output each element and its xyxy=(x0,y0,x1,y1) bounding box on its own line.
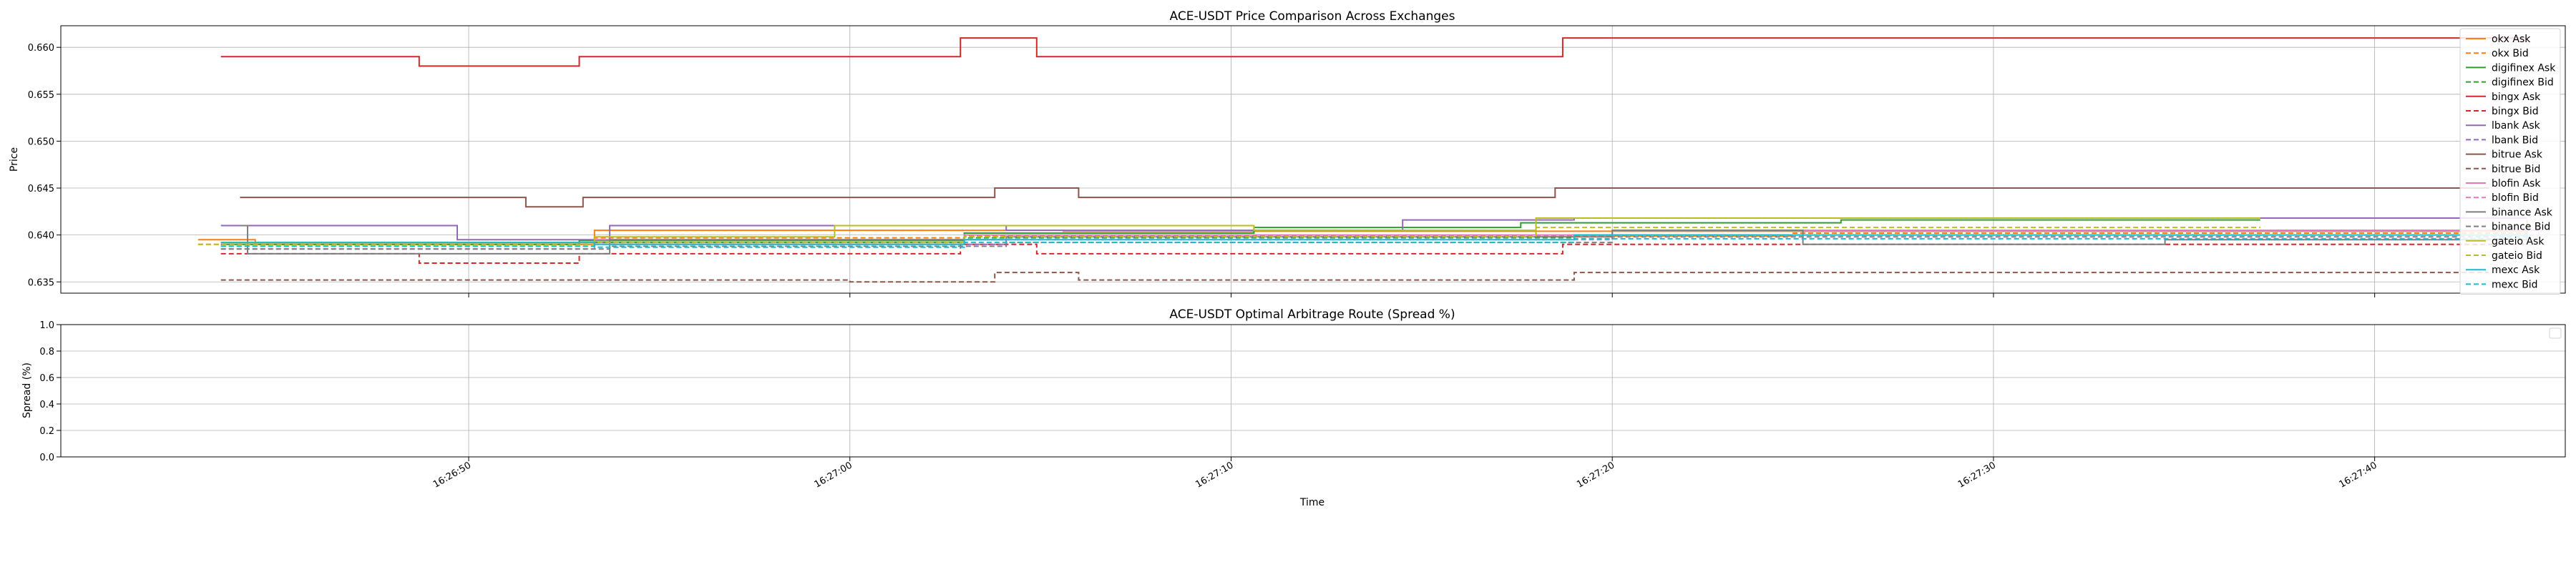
series-line xyxy=(220,219,2260,245)
legend-label: gateio Bid xyxy=(2492,250,2542,262)
legend-label: bitrue Ask xyxy=(2492,149,2543,161)
legend-label: mexc Ask xyxy=(2492,265,2540,276)
price-chart-frame xyxy=(60,25,2566,294)
legend-label: bitrue Bid xyxy=(2492,164,2540,175)
series-line xyxy=(220,217,2527,241)
y-tick-label: 0.0 xyxy=(39,453,54,463)
spread-chart-x-axis-label: Time xyxy=(1299,497,1324,508)
spread-chart-legend xyxy=(2549,327,2562,339)
y-tick-label: 0.8 xyxy=(39,347,54,358)
spread-chart-ticks: 0.0 0.2 0.4 0.6 0.8 1.0 16:26:50 16:27:00 16:27:… xyxy=(39,320,2379,490)
price-chart-ticks: 0.635 0.640 0.645 0.650 0.655 0.660 xyxy=(28,43,2376,297)
series-line xyxy=(220,272,2489,283)
y-tick-label: 0.655 xyxy=(28,90,54,101)
x-tick-label: 16:27:20 xyxy=(1575,460,1616,490)
price-chart-y-axis-label: Price xyxy=(9,147,20,172)
y-tick-label: 0.635 xyxy=(28,277,54,288)
y-tick-label: 0.4 xyxy=(39,400,54,410)
y-tick-label: 0.660 xyxy=(28,43,54,54)
legend-label: gateio Ask xyxy=(2492,236,2545,247)
legend-label: digifinex Ask xyxy=(2492,62,2556,74)
legend-label: okx Bid xyxy=(2492,48,2529,59)
price-chart-panel: ACE-USDT Price Comparison Across Exchang… xyxy=(9,9,2566,297)
price-chart-series xyxy=(197,37,2540,283)
x-tick-label: 16:27:10 xyxy=(1194,460,1235,490)
series-line xyxy=(220,227,2528,245)
x-tick-label: 16:27:00 xyxy=(813,460,854,490)
price-chart-title: ACE-USDT Price Comparison Across Exchang… xyxy=(1170,9,1455,24)
spread-chart-frame xyxy=(60,324,2566,458)
spread-chart-title: ACE-USDT Optimal Arbitrage Route (Spread… xyxy=(1169,307,1455,322)
spread-chart-empty-legend xyxy=(2549,327,2562,339)
legend-label: lbank Ask xyxy=(2492,120,2541,132)
legend-box xyxy=(2459,28,2561,295)
price-chart-legend: okx Ask okx Bid digifinex Ask digifinex Bid… xyxy=(2459,28,2561,295)
series-line xyxy=(220,243,2527,264)
x-tick-label: 16:27:30 xyxy=(1956,460,1998,490)
y-tick-label: 0.6 xyxy=(39,373,54,384)
x-tick-label: 16:26:50 xyxy=(431,460,473,490)
series-line xyxy=(197,220,2528,245)
legend-label: lbank Bid xyxy=(2492,134,2538,146)
y-tick-label: 0.640 xyxy=(28,231,54,242)
legend-label: binance Bid xyxy=(2492,222,2550,233)
legend-label: binance Ask xyxy=(2492,207,2553,218)
legend-label: blofin Bid xyxy=(2492,192,2539,204)
spread-chart-grid xyxy=(61,324,2565,458)
y-tick-label: 0.2 xyxy=(39,426,54,437)
spread-chart-y-axis-label: Spread (%) xyxy=(21,363,33,418)
y-tick-label: 1.0 xyxy=(39,320,54,331)
legend-label: okx Ask xyxy=(2492,34,2531,45)
series-line xyxy=(220,37,2527,67)
legend-label: mexc Bid xyxy=(2492,279,2538,290)
series-line xyxy=(240,187,2489,208)
legend-label: digifinex Bid xyxy=(2492,77,2554,89)
x-tick-label: 16:27:40 xyxy=(2338,460,2379,490)
legend-label: bingx Bid xyxy=(2492,106,2539,117)
series-line xyxy=(220,231,2528,248)
series-line xyxy=(220,217,2260,244)
y-tick-label: 0.645 xyxy=(28,184,54,194)
y-tick-label: 0.650 xyxy=(28,137,54,147)
legend-label: bingx Ask xyxy=(2492,92,2541,103)
spread-chart-panel: ACE-USDT Optimal Arbitrage Route (Spread… xyxy=(21,307,2566,508)
legend-label: blofin Ask xyxy=(2492,178,2541,189)
price-chart-grid xyxy=(61,26,2565,293)
